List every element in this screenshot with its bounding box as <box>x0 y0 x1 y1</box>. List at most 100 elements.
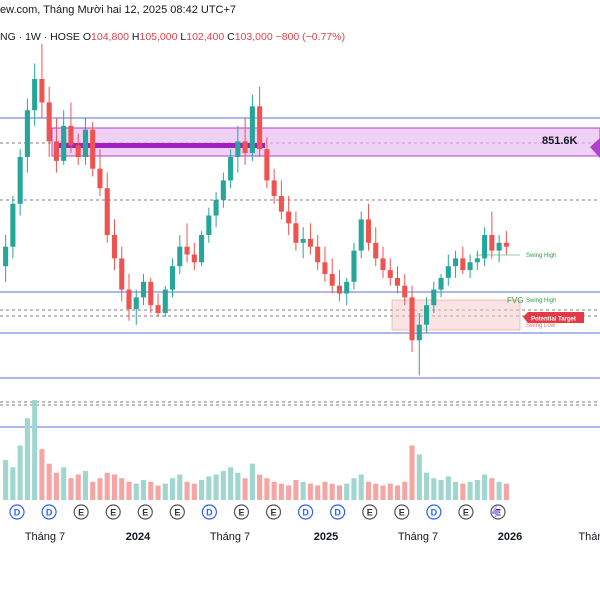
swing-high-label-2: Swing High <box>526 298 556 304</box>
candle-body <box>409 297 415 341</box>
candle <box>126 274 132 321</box>
chart-source-header: ew.com, Tháng Mười hai 12, 2025 08:42 UT… <box>0 4 236 16</box>
swing-high-label-1: Swing High <box>526 253 556 259</box>
candle <box>424 297 430 333</box>
candle-body <box>431 289 437 306</box>
high-value: 105,000 <box>139 31 178 43</box>
candle <box>286 196 292 235</box>
candle <box>206 207 212 243</box>
volume-bar <box>365 481 372 500</box>
candle-body <box>126 289 132 310</box>
volume-bar <box>257 474 263 500</box>
candle-body <box>119 258 125 290</box>
candle <box>416 313 422 376</box>
volume-bar <box>53 472 59 500</box>
candle-body <box>322 262 328 274</box>
event-circle <box>233 504 250 520</box>
candle <box>228 149 234 189</box>
candle <box>358 211 364 259</box>
candle <box>39 43 45 118</box>
candle-body <box>155 305 161 313</box>
candle <box>351 242 357 290</box>
volume-bar <box>453 481 459 500</box>
event-circle <box>41 504 57 520</box>
candle-body <box>257 106 263 150</box>
resistance-zone <box>51 127 600 157</box>
volume-bar <box>416 454 422 500</box>
candle <box>453 250 459 278</box>
event-circle <box>330 504 346 520</box>
event-label: E <box>238 508 244 518</box>
event-label: E <box>142 508 148 518</box>
candle-body <box>177 246 183 267</box>
candle <box>315 235 321 271</box>
event-circle <box>362 504 378 520</box>
candle <box>387 258 393 286</box>
candle-body <box>293 223 299 243</box>
event-circle <box>73 504 89 520</box>
event-marker-earnings: E <box>362 504 378 520</box>
candle-body <box>75 145 81 157</box>
event-label: E <box>78 508 84 518</box>
candle <box>278 180 284 220</box>
event-circle <box>298 504 314 520</box>
candle-body <box>191 254 197 263</box>
candle-body <box>460 258 466 271</box>
zone-bar <box>55 143 265 148</box>
event-marker-earnings: E <box>233 504 250 520</box>
event-marker-earnings: E <box>137 504 153 520</box>
candle <box>438 274 444 298</box>
candle <box>496 235 502 263</box>
candle <box>474 250 480 271</box>
candle-body <box>300 238 306 243</box>
event-circle <box>201 504 217 520</box>
candle-body <box>39 79 45 103</box>
candle <box>104 172 110 243</box>
volume-bar <box>191 483 197 500</box>
volume-bar <box>111 474 118 500</box>
volume-bar <box>315 485 321 500</box>
candle-body <box>213 199 219 216</box>
candle-body <box>235 141 241 157</box>
candle <box>467 254 473 278</box>
candle <box>53 118 59 173</box>
event-markers: DDEEEEDEEDDEEDEE <box>9 504 506 521</box>
candle <box>61 110 67 165</box>
volume-bars <box>3 400 509 500</box>
candle <box>445 254 451 286</box>
candle <box>271 168 277 204</box>
event-circle <box>426 504 442 520</box>
candle <box>373 227 379 267</box>
close-value: 103,000 <box>234 31 273 43</box>
candle <box>293 211 299 251</box>
volume-bar <box>496 481 502 500</box>
candle-body <box>503 242 509 247</box>
volume-bar <box>271 481 277 500</box>
event-marker-earnings: E <box>394 504 410 520</box>
candle-body <box>373 242 379 259</box>
candle-body <box>10 203 16 247</box>
candle-body <box>111 235 118 259</box>
volume-bar <box>32 400 38 500</box>
candle <box>90 121 96 177</box>
volume-bar <box>148 481 154 500</box>
volume-bar <box>68 478 74 500</box>
volume-bar <box>474 480 480 500</box>
volume-bar <box>307 483 313 500</box>
candle-body <box>170 266 176 290</box>
candle <box>17 149 23 216</box>
volume-bar <box>75 474 81 500</box>
volume-bar <box>17 445 23 500</box>
candle-body <box>438 277 444 290</box>
candle-body <box>402 285 408 298</box>
candle-body <box>489 235 495 251</box>
volume-bar <box>170 478 176 500</box>
x-tick-label: 2024 <box>126 531 151 543</box>
candle <box>242 118 248 165</box>
candle-body <box>97 168 103 189</box>
volume-bar <box>119 478 125 500</box>
candle <box>380 246 386 278</box>
candle-body <box>68 125 74 146</box>
